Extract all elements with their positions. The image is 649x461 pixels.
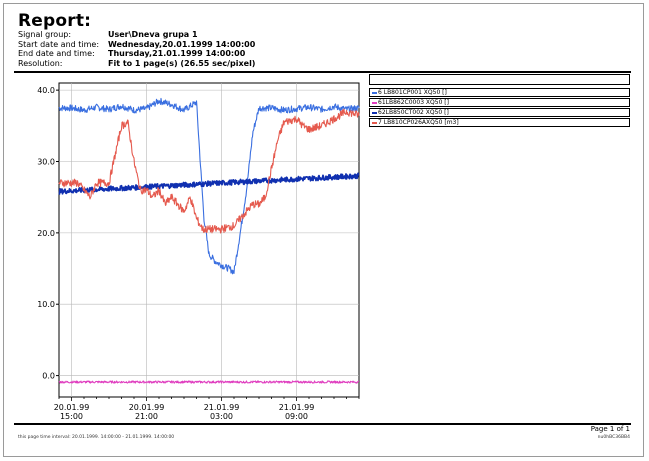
header-rule (14, 71, 631, 73)
x-tick-time: 03:00 (210, 412, 233, 421)
grid-lines (59, 83, 359, 397)
x-tick-time: 21:00 (135, 412, 158, 421)
meta-key: End date and time: (18, 49, 95, 58)
legend-item[interactable]: 6 LB801CP001 XQ50 [] (369, 88, 630, 97)
legend-item[interactable]: 61LB862C0003 XQ50 [] (369, 98, 630, 107)
footer-rule (14, 423, 631, 425)
x-tick-date: 21.01.99 (204, 403, 240, 412)
page-time-interval: this page time interval: 20.01.1999. 14:… (18, 435, 175, 440)
report-meta: Signal group: User\Dneva grupa 1 Start d… (18, 30, 255, 68)
y-tick-label: 40.0 (37, 86, 55, 95)
meta-value: Thursday,21.01.1999 14:00:00 (108, 49, 246, 58)
legend-label: 62LB850CT002 XQ50 [] (378, 109, 449, 116)
meta-key: Resolution: (18, 58, 63, 68)
meta-value: Wednesday,20.01.1999 14:00:00 (108, 39, 256, 49)
series-lines (58, 97, 360, 384)
x-tick-date: 20.01.99 (129, 403, 165, 412)
page-number: Page 1 of 1 (590, 425, 630, 433)
x-tick-date: 20.01.99 (54, 403, 90, 412)
meta-value: User\Dneva grupa 1 (108, 30, 198, 39)
legend-header-box (369, 74, 630, 85)
legend-swatch (372, 91, 377, 94)
series-line (58, 108, 360, 234)
meta-row-start-date: Start date and time: Wednesday,20.01.199… (18, 40, 255, 50)
x-tick-date: 21.01.99 (279, 403, 315, 412)
series-line (58, 172, 360, 195)
legend-label: 6 LB801CP001 XQ50 [] (378, 89, 447, 96)
page-frame (3, 3, 644, 457)
y-tick-label: 30.0 (37, 158, 55, 167)
report-code: nu0hBC36BB4 (597, 435, 630, 440)
x-axis-ticks: 20.01.9915:0020.01.9921:0021.01.9903:002… (54, 397, 360, 421)
y-tick-label: 20.0 (37, 229, 55, 238)
meta-key: Signal group: (18, 30, 72, 39)
x-tick-time: 09:00 (285, 412, 308, 421)
series-line (58, 380, 360, 384)
meta-key: Start date and time: (18, 39, 100, 49)
y-tick-label: 10.0 (37, 300, 55, 309)
legend-swatch (372, 111, 377, 114)
legend-swatch (372, 121, 377, 124)
y-axis-ticks: 40.0 30.0 20.0 10.0 0.0 (37, 86, 59, 381)
meta-row-end-date: End date and time: Thursday,21.01.1999 1… (18, 49, 255, 59)
meta-row-resolution: Resolution: Fit to 1 page(s) (26.55 sec/… (18, 59, 255, 69)
legend-item[interactable]: 7 LB810CP026AXQ50 [m3] (369, 118, 630, 127)
report-title: Report: (18, 11, 92, 31)
meta-row-signal-group: Signal group: User\Dneva grupa 1 (18, 30, 255, 40)
x-tick-time: 15:00 (60, 412, 83, 421)
legend-label: 61LB862C0003 XQ50 [] (378, 99, 449, 106)
legend-label: 7 LB810CP026AXQ50 [m3] (378, 119, 459, 126)
plot-area (58, 82, 360, 398)
legend-swatch (372, 101, 377, 104)
meta-value: Fit to 1 page(s) (26.55 sec/pixel) (108, 58, 256, 68)
y-tick-label: 0.0 (42, 372, 55, 381)
legend-item[interactable]: 62LB850CT002 XQ50 [] (369, 108, 630, 117)
series-line (58, 97, 360, 275)
